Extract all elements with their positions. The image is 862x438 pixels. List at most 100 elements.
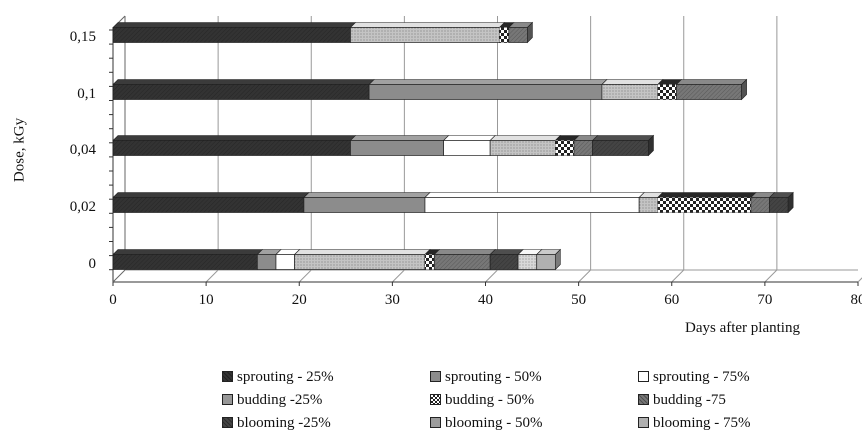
- bar-segment-pattern: [601, 84, 658, 100]
- bar-top: [112, 22, 357, 28]
- gridline-floor: [485, 269, 498, 283]
- legend-label: sprouting - 25%: [237, 369, 334, 385]
- y-tick-label: 0: [89, 256, 97, 272]
- legend-item: budding -25%: [222, 389, 322, 411]
- bar-segment-pattern: [350, 27, 500, 43]
- x-axis-floor: [112, 269, 126, 283]
- legend-swatch: [222, 417, 233, 428]
- bar-top: [112, 192, 310, 198]
- legend-label: budding - 50%: [445, 392, 535, 408]
- legend-label: blooming - 50%: [445, 415, 543, 431]
- bar-segment-pattern: [657, 197, 751, 213]
- bar-top: [657, 192, 757, 198]
- gridline-floor: [857, 277, 862, 283]
- bar-segment-pattern: [113, 27, 351, 43]
- bar-segment: [536, 254, 556, 270]
- bar-segment: [350, 140, 444, 156]
- bar-segment-pattern: [113, 197, 304, 213]
- bar-top: [489, 135, 562, 141]
- y-axis-title-wrap: Dose, kGy: [10, 80, 30, 220]
- y-tick-label: 0,02: [70, 199, 96, 215]
- bar-segment-pattern: [113, 140, 351, 156]
- legend-swatch: [638, 417, 649, 428]
- bar-side: [787, 191, 794, 214]
- bar-segment-pattern: [113, 254, 258, 270]
- y-tick-label: 0,1: [77, 86, 96, 102]
- bar-top: [303, 192, 431, 198]
- bar-segment: [424, 197, 640, 213]
- gridline-floor: [205, 269, 219, 283]
- bar-top: [591, 135, 655, 141]
- legend-swatch: [222, 371, 233, 382]
- x-tick-label: 50: [571, 292, 586, 308]
- bar-segment-pattern: [499, 27, 509, 43]
- bar-segment-pattern: [294, 254, 425, 270]
- x-tick-label: 70: [757, 292, 772, 308]
- bar-segment: [256, 254, 277, 270]
- bar-top: [601, 79, 664, 85]
- legend-label: sprouting - 75%: [653, 369, 750, 385]
- legend-label: blooming -25%: [237, 415, 331, 431]
- x-tick-label: 10: [199, 292, 214, 308]
- x-tick-label: 0: [109, 292, 117, 308]
- bar-segment-pattern: [769, 197, 789, 213]
- bar-segment-pattern: [639, 197, 658, 213]
- tick-labels: 0 10 20 30 40 50 60 70 80 0 0,02 0,04 0,1 0,15: [70, 29, 862, 308]
- legend-item: budding - 50%: [430, 389, 534, 411]
- bar-segment-pattern: [573, 140, 593, 156]
- bar-top: [293, 249, 431, 255]
- x-tick-label: 20: [292, 292, 307, 308]
- gridline-floor: [764, 269, 778, 283]
- x-tick-label: 40: [478, 292, 493, 308]
- legend-item: blooming - 50%: [430, 412, 543, 434]
- legend-item: sprouting - 25%: [222, 366, 334, 388]
- bar-segment-pattern: [490, 140, 556, 156]
- bar-side: [527, 21, 533, 44]
- bar-segment-pattern: [424, 254, 435, 270]
- y-tick-label: 0,15: [70, 29, 96, 45]
- x-axis-title: Days after planting: [685, 320, 800, 336]
- bar-segment-pattern: [434, 254, 491, 270]
- bar-side: [648, 134, 654, 157]
- gridline-floor: [671, 269, 685, 283]
- legend-item: blooming -25%: [222, 412, 331, 434]
- bar-segment: [275, 254, 295, 270]
- bar-top: [112, 249, 264, 255]
- bars: [112, 21, 794, 271]
- bar-side: [741, 78, 747, 101]
- bar-segment-pattern: [676, 84, 742, 100]
- bar-top: [675, 79, 748, 85]
- gridline-floor: [578, 269, 591, 283]
- legend-label: budding -75: [653, 392, 726, 408]
- bar-top: [349, 135, 450, 141]
- legend-swatch: [430, 394, 441, 405]
- x-tick-label: 30: [385, 292, 400, 308]
- legend-swatch: [638, 371, 649, 382]
- legend-swatch: [430, 371, 441, 382]
- y-tick-label: 0,04: [70, 142, 97, 158]
- bar-segment-pattern: [555, 140, 574, 156]
- bar-top: [424, 192, 645, 198]
- legend-label: sprouting - 50%: [445, 369, 542, 385]
- bar-top: [112, 79, 375, 85]
- legend-item: budding -75: [638, 389, 726, 411]
- legend-swatch: [222, 394, 233, 405]
- bar-top: [112, 135, 357, 141]
- legend-label: blooming - 75%: [653, 415, 751, 431]
- bar-segment-pattern: [518, 254, 537, 270]
- bar-segment: [443, 140, 491, 156]
- bar-top: [489, 249, 524, 255]
- legend-swatch: [430, 417, 441, 428]
- bar-top: [368, 79, 608, 85]
- bar-top: [433, 249, 496, 255]
- x-tick-label: 80: [851, 292, 862, 308]
- gridline-floor: [392, 269, 405, 283]
- bar-segment: [303, 197, 426, 213]
- bar-segment-pattern: [490, 254, 519, 270]
- legend-swatch: [638, 394, 649, 405]
- legend-item: sprouting - 50%: [430, 366, 542, 388]
- bar-segment-pattern: [750, 197, 770, 213]
- legend-label: budding -25%: [237, 392, 323, 408]
- x-tick-label: 60: [664, 292, 679, 308]
- gridline-floor: [298, 269, 312, 283]
